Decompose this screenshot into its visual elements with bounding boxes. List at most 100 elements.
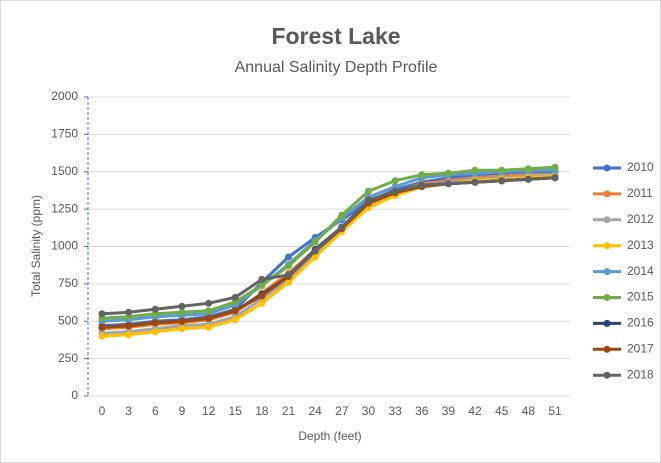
legend-marker: [603, 268, 611, 276]
point: [258, 292, 266, 300]
point: [98, 323, 106, 331]
y-tick-label: 500: [58, 313, 78, 327]
legend-label: 2017: [627, 341, 654, 355]
legend-label: 2013: [627, 238, 654, 252]
point: [125, 322, 133, 330]
point: [418, 171, 426, 179]
x-tick-label: 45: [495, 404, 509, 418]
x-tick-label: 21: [282, 404, 296, 418]
point: [258, 281, 266, 289]
point: [471, 166, 479, 174]
point: [391, 177, 399, 185]
legend-label: 2015: [627, 290, 654, 304]
x-tick-label: 42: [468, 404, 482, 418]
y-axis-title: Total Salinity (ppm): [29, 195, 43, 297]
point: [444, 169, 452, 177]
point: [524, 165, 532, 173]
point: [98, 310, 106, 318]
x-tick-label: 36: [415, 404, 429, 418]
x-tick-label: 27: [335, 404, 349, 418]
point: [178, 302, 186, 310]
point: [285, 262, 293, 270]
chart-subtitle: Annual Salinity Depth Profile: [235, 59, 438, 76]
legend-marker: [603, 190, 611, 198]
legend-label: 2011: [627, 186, 653, 200]
y-tick-label: 1250: [51, 201, 78, 215]
point: [551, 163, 559, 171]
x-axis-title: Depth (feet): [298, 429, 361, 443]
x-tick-label: 24: [308, 404, 322, 418]
legend-marker: [603, 242, 611, 250]
legend-marker: [603, 294, 611, 301]
point: [151, 328, 159, 336]
y-tick-label: 750: [58, 276, 78, 290]
y-tick-label: 1000: [51, 239, 78, 253]
point: [258, 275, 266, 283]
series-line: [101, 165, 556, 320]
y-tick-label: 0: [71, 388, 78, 402]
point: [364, 196, 372, 204]
point: [178, 317, 186, 325]
point: [364, 187, 372, 195]
series-line: [101, 176, 556, 316]
point: [178, 308, 186, 316]
x-tick-label: 18: [255, 404, 269, 418]
point: [125, 308, 133, 316]
point: [98, 332, 106, 340]
x-tick-label: 30: [362, 404, 376, 418]
legend-label: 2016: [627, 316, 654, 330]
legend-label: 2018: [627, 367, 654, 381]
point: [178, 325, 186, 333]
y-tick-label: 250: [58, 351, 78, 365]
y-tick-label: 1500: [51, 164, 78, 178]
point: [311, 253, 319, 261]
legend-marker: [603, 216, 611, 224]
legend-label: 2014: [627, 264, 654, 278]
point: [444, 180, 452, 188]
x-tick-label: 15: [229, 404, 243, 418]
point: [338, 223, 346, 231]
point: [498, 177, 506, 185]
point: [551, 174, 559, 182]
point: [285, 271, 293, 279]
y-tick-label: 1750: [51, 127, 78, 141]
y-tick-label: 2000: [51, 89, 78, 103]
point: [471, 178, 479, 186]
legend-label: 2012: [627, 212, 654, 226]
legend-marker: [603, 319, 611, 327]
point: [231, 316, 239, 324]
point: [311, 247, 319, 255]
point: [285, 278, 293, 286]
point: [498, 166, 506, 174]
x-tick-label: 48: [522, 404, 536, 418]
x-tick-label: 33: [388, 404, 402, 418]
point: [258, 299, 266, 307]
x-tick-label: 6: [152, 404, 159, 418]
legend-marker: [603, 164, 611, 172]
point: [205, 323, 213, 331]
point: [205, 307, 213, 315]
point: [151, 319, 159, 327]
legend-marker: [603, 345, 611, 353]
chart-title: Forest Lake: [271, 23, 400, 49]
point: [205, 299, 213, 307]
point: [338, 211, 346, 219]
legend-label: 2010: [627, 160, 654, 174]
x-tick-label: 39: [442, 404, 456, 418]
point: [205, 314, 213, 322]
point: [285, 253, 293, 261]
point: [151, 305, 159, 313]
point: [418, 181, 426, 189]
point: [231, 307, 239, 315]
x-tick-label: 51: [548, 404, 562, 418]
point: [311, 238, 319, 246]
point: [391, 187, 399, 195]
x-tick-label: 12: [202, 404, 216, 418]
point: [231, 293, 239, 301]
point: [125, 331, 133, 339]
x-tick-label: 9: [179, 404, 186, 418]
x-tick-label: 3: [125, 404, 132, 418]
x-tick-label: 0: [99, 404, 106, 418]
